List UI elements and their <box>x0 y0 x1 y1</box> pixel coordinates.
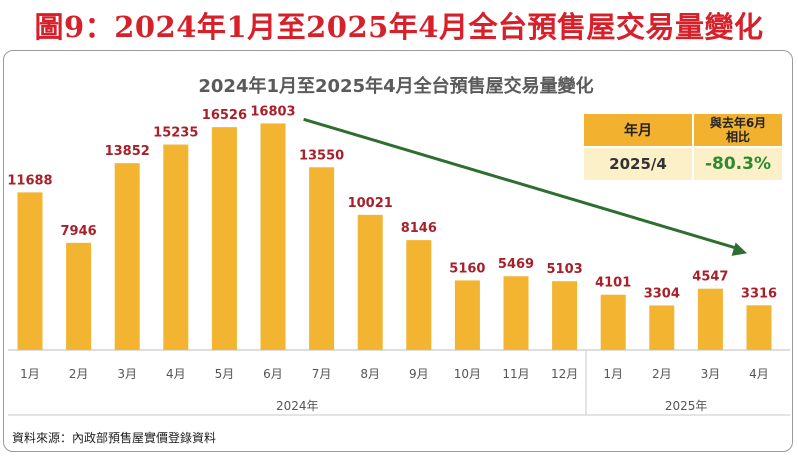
comparison-change: -80.3% <box>693 146 782 180</box>
x-tick-3: 4月 <box>166 367 186 381</box>
comparison-header-change: 與去年6月 相比 <box>693 114 782 147</box>
x-tick-7: 8月 <box>360 367 380 381</box>
value-label-12: 4101 <box>595 276 631 291</box>
source-note: 資料來源：內政部預售屋實價登錄資料 <box>12 430 216 445</box>
page-heading: 圖9：2024年1月至2025年4月全台預售屋交易量變化 <box>34 10 764 44</box>
value-label-6: 13550 <box>299 148 344 163</box>
trend-arrow-line <box>303 117 738 250</box>
year-label-1: 2025年 <box>665 399 708 413</box>
year-label-0: 2024年 <box>276 399 319 413</box>
bar-4 <box>211 127 237 350</box>
value-label-15: 3316 <box>741 286 777 301</box>
x-tick-14: 3月 <box>701 367 721 381</box>
x-tick-1: 2月 <box>69 367 89 381</box>
bar-1 <box>66 242 92 350</box>
bar-14 <box>697 288 723 350</box>
value-label-14: 4547 <box>692 270 728 285</box>
value-label-4: 16526 <box>202 108 247 123</box>
x-tick-10: 11月 <box>502 367 529 381</box>
comparison-header-line2: 相比 <box>725 130 750 144</box>
comparison-header-period: 年月 <box>584 114 694 147</box>
value-label-1: 7946 <box>61 224 97 239</box>
bar-2 <box>114 163 140 350</box>
x-tick-8: 9月 <box>409 367 429 381</box>
bar-8 <box>406 240 432 350</box>
chart-title: 2024年1月至2025年4月全台預售屋交易量變化 <box>198 75 593 97</box>
bar-7 <box>357 214 383 350</box>
value-label-7: 10021 <box>348 196 393 211</box>
bar-6 <box>309 167 335 350</box>
trend-arrow <box>303 117 747 256</box>
value-label-8: 8146 <box>401 221 437 236</box>
bar-9 <box>454 280 480 350</box>
comparison-period: 2025/4 <box>584 146 694 180</box>
x-tick-13: 2月 <box>652 367 672 381</box>
x-tick-2: 3月 <box>117 367 137 381</box>
x-tick-9: 10月 <box>454 367 481 381</box>
value-label-0: 11688 <box>7 173 52 188</box>
bar-12 <box>600 294 626 350</box>
value-label-10: 5469 <box>498 257 534 272</box>
trend-arrow-head <box>731 242 747 256</box>
x-tick-11: 12月 <box>551 367 578 381</box>
value-label-2: 13852 <box>105 144 150 159</box>
value-label-13: 3304 <box>644 286 680 301</box>
bars-group <box>17 123 772 351</box>
comparison-table: 年月 與去年6月 相比 2025/4 -80.3% <box>584 114 782 180</box>
bar-13 <box>649 305 675 350</box>
x-tick-labels-group: 1月 2月 3月 4月 5月 6月 7月 8月 9月 10月 11月 12月 1月 2月 3月 4月 <box>20 367 769 381</box>
x-tick-15: 4月 <box>749 367 769 381</box>
x-tick-12: 1月 <box>603 367 623 381</box>
bar-0 <box>17 192 43 350</box>
x-tick-6: 7月 <box>312 367 332 381</box>
value-label-9: 5160 <box>449 261 485 276</box>
bar-3 <box>163 144 189 350</box>
bar-11 <box>552 281 578 350</box>
value-label-11: 5103 <box>547 262 583 277</box>
chart-frame <box>3 50 793 452</box>
x-tick-0: 1月 <box>20 367 40 381</box>
comparison-header-line1: 與去年6月 <box>709 116 767 130</box>
bar-5 <box>260 123 286 351</box>
bar-15 <box>746 305 772 350</box>
value-label-5: 16803 <box>250 104 295 119</box>
value-label-3: 15235 <box>153 126 198 141</box>
x-tick-5: 6月 <box>263 367 283 381</box>
bar-10 <box>503 276 529 350</box>
x-tick-4: 5月 <box>215 367 235 381</box>
year-groups: 2024年 2025年 <box>8 350 790 416</box>
